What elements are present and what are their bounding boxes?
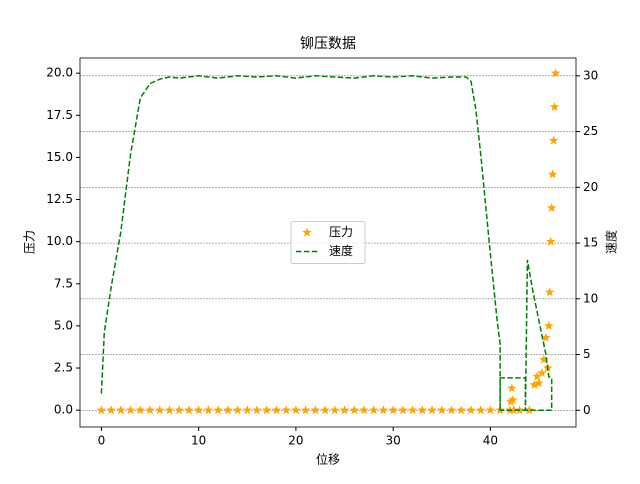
star-marker <box>271 405 282 415</box>
star-marker <box>427 405 437 415</box>
legend-marker <box>302 227 312 237</box>
star-marker <box>359 405 369 415</box>
star-marker <box>320 405 330 415</box>
y-tick-label: 15.0 <box>46 150 73 164</box>
star-marker <box>164 405 175 415</box>
x-tick-label: 40 <box>483 434 498 448</box>
star-marker <box>539 354 549 364</box>
star-marker <box>549 101 560 111</box>
star-marker <box>529 379 539 389</box>
star-marker <box>369 405 379 415</box>
star-marker <box>262 405 272 415</box>
y-axis-label: 压力 <box>23 230 37 254</box>
star-marker <box>378 405 389 415</box>
star-marker <box>300 405 311 415</box>
star-marker <box>546 203 557 212</box>
star-marker <box>532 371 542 381</box>
star-marker <box>546 236 556 246</box>
star-marker <box>155 405 165 415</box>
star-marker <box>116 405 126 415</box>
star-marker <box>417 405 428 415</box>
y2-axis-label: 速度 <box>604 230 619 254</box>
star-marker <box>547 169 558 179</box>
star-marker <box>508 395 518 405</box>
y-tick-label: 10.0 <box>46 234 73 248</box>
star-marker <box>213 405 223 415</box>
star-marker <box>507 383 517 393</box>
star-marker <box>125 405 136 415</box>
y-tick-label: 0.0 <box>54 403 73 417</box>
y2-tick-label: 15 <box>583 236 598 250</box>
axes-frame <box>79 57 577 428</box>
y-tick-label: 5.0 <box>54 318 73 332</box>
star-marker <box>145 405 155 415</box>
star-marker <box>407 405 418 415</box>
star-marker <box>537 368 547 378</box>
star-marker <box>184 405 194 415</box>
star-marker <box>398 405 408 415</box>
y2-tick-label: 30 <box>583 68 598 82</box>
star-marker <box>475 405 486 415</box>
y-tick-label: 17.5 <box>46 108 73 122</box>
star-marker <box>223 405 233 415</box>
star-marker <box>541 332 551 342</box>
star-marker <box>534 378 544 388</box>
star-marker <box>456 405 466 415</box>
y2-tick-label: 5 <box>583 347 591 361</box>
star-marker <box>242 405 252 415</box>
legend-label: 压力 <box>329 225 353 239</box>
star-marker <box>388 405 398 415</box>
legend-box <box>290 221 366 264</box>
y-tick-label: 7.5 <box>54 276 73 290</box>
star-marker <box>437 405 447 415</box>
y-tick-label: 2.5 <box>54 361 73 375</box>
star-marker <box>281 405 291 415</box>
x-tick-label: 10 <box>191 434 206 448</box>
x-axis-label: 位移 <box>316 452 340 467</box>
star-marker <box>544 320 554 330</box>
star-marker <box>232 405 243 415</box>
star-marker <box>349 405 359 415</box>
star-marker <box>524 405 535 415</box>
star-marker <box>203 405 214 415</box>
x-tick-label: 20 <box>288 434 303 448</box>
star-marker <box>96 405 107 415</box>
y-tick-label: 20.0 <box>46 66 73 80</box>
star-marker <box>135 405 146 415</box>
star-marker <box>509 405 519 415</box>
x-tick-label: 0 <box>98 434 106 448</box>
chart-title: 铆压数据 <box>300 36 356 52</box>
star-marker <box>193 405 204 415</box>
legend-label: 速度 <box>329 243 353 258</box>
y-tick-label: 12.5 <box>46 192 73 206</box>
star-marker <box>545 287 555 297</box>
plot-area <box>96 68 561 415</box>
y2-tick-label: 20 <box>583 180 598 194</box>
star-marker <box>252 405 262 415</box>
star-marker <box>485 405 496 415</box>
star-marker <box>548 135 559 145</box>
star-marker <box>330 405 340 415</box>
star-marker <box>466 405 476 415</box>
star-marker <box>291 405 301 415</box>
y2-tick-label: 0 <box>583 403 591 417</box>
y2-tick-label: 10 <box>583 291 598 305</box>
star-marker <box>174 405 184 415</box>
star-marker <box>310 405 321 415</box>
y2-tick-label: 25 <box>583 124 598 138</box>
star-marker <box>446 405 457 415</box>
star-marker <box>550 68 561 78</box>
speed-line <box>100 75 553 412</box>
x-tick-label: 30 <box>386 434 401 448</box>
star-marker <box>106 405 116 415</box>
star-marker <box>339 405 350 415</box>
